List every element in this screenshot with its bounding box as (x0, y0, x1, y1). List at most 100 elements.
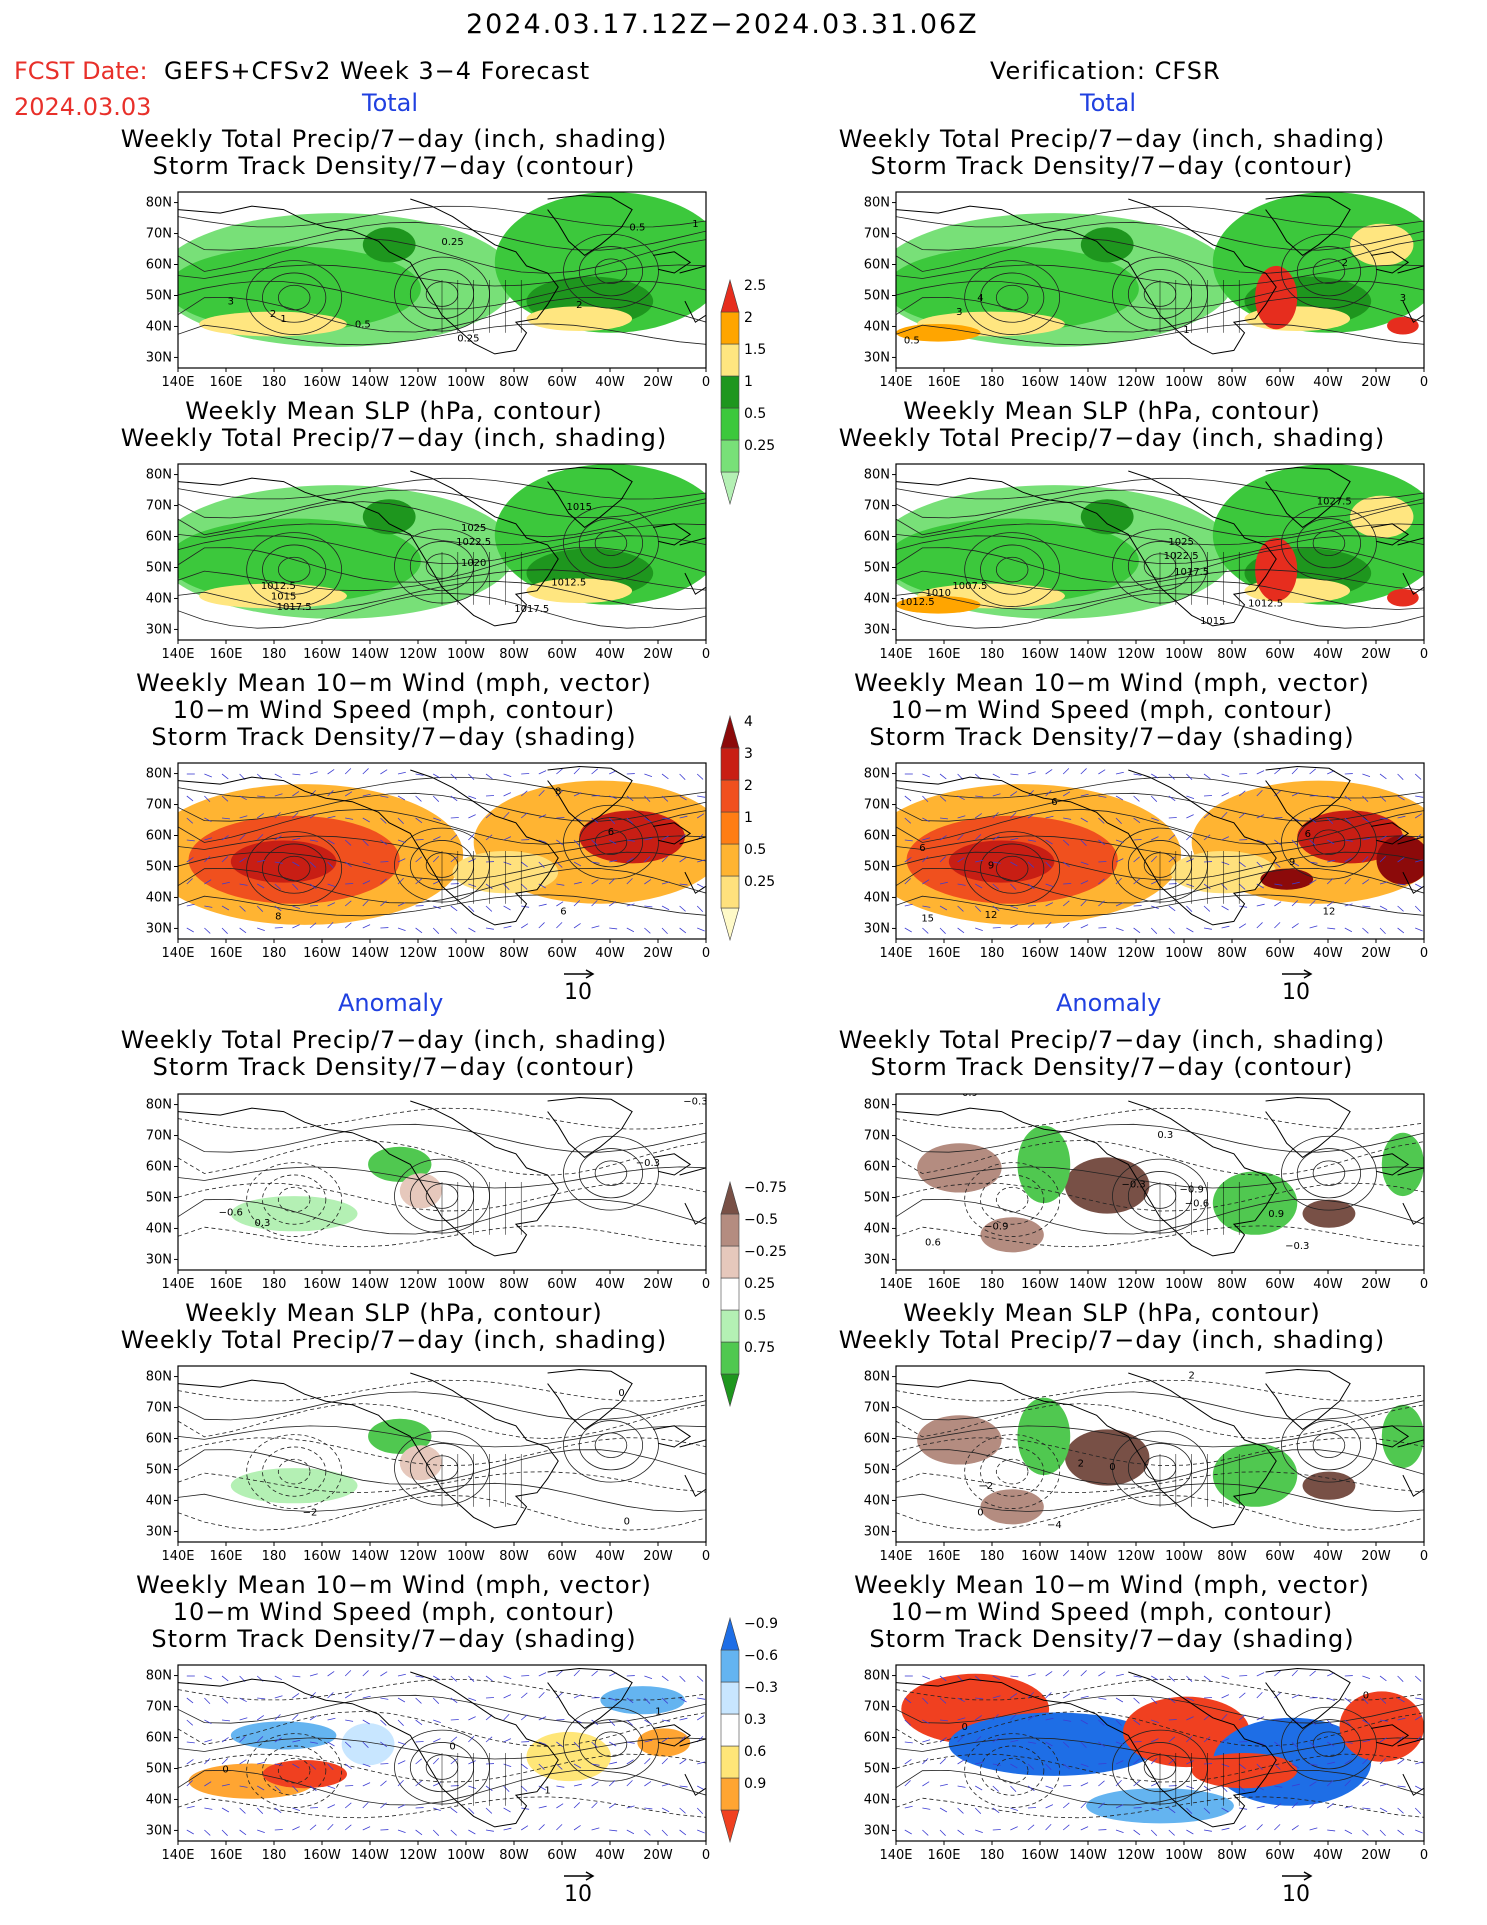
wind-vector (468, 795, 477, 799)
wind-vector (992, 1737, 1000, 1743)
wind-vector (432, 1675, 441, 1681)
wind-vector (1309, 1719, 1317, 1726)
wind-vector (256, 813, 265, 819)
lon-tick-label: 140W (1069, 946, 1107, 961)
wind-vector (661, 817, 670, 820)
wind-vector (186, 839, 195, 842)
vector-ref-right-total: 10 (1278, 968, 1318, 1005)
lat-tick-label: 40N (864, 319, 890, 334)
wind-vector (922, 817, 930, 823)
contour-line (178, 1107, 706, 1130)
contour-label: 0 (624, 1516, 630, 1527)
lat-tick-label: 60N (146, 1432, 172, 1447)
wind-vector (1344, 817, 1351, 824)
wind-vector (1414, 1715, 1423, 1721)
map-svg: −0.3 −0.3 −0.6 0.3 140E 160E 180 160W 140W 120W 10… (146, 1093, 710, 1292)
contour-label: 1017.5 (1174, 567, 1209, 578)
contour-line (896, 1425, 1424, 1448)
wind-vector (1362, 1739, 1371, 1743)
wind-vector (503, 836, 512, 841)
wind-vector (1309, 1781, 1317, 1787)
wind-vector (397, 858, 406, 863)
wind-vector (1027, 1715, 1035, 1721)
lon-tick-label: 80W (499, 1277, 529, 1292)
wind-vector (974, 834, 982, 841)
wind-vector (1362, 773, 1371, 778)
lon-tick-label: 20W (643, 1549, 673, 1564)
lon-tick-label: 160E (927, 375, 960, 390)
wind-vector (397, 795, 406, 801)
wind-vector (1344, 839, 1353, 842)
map-field: 0 1 0 1 (178, 1665, 706, 1841)
contour-line (178, 1403, 706, 1440)
wind-vector (679, 1717, 688, 1721)
wind-vector (609, 1741, 617, 1747)
wind-vector (1186, 1716, 1194, 1721)
wind-vector (922, 856, 929, 863)
wind-vector (415, 1697, 422, 1704)
wind-vector (520, 1763, 528, 1770)
wind-vector (292, 924, 300, 929)
coastline (896, 1100, 1277, 1257)
contour-label: 1 (1183, 325, 1189, 336)
wind-vector (1362, 1719, 1370, 1725)
wind-vector (1379, 817, 1388, 820)
contour-line (178, 1379, 706, 1402)
wind-vector (1327, 795, 1335, 800)
wind-vector (1115, 839, 1124, 843)
lat-tick-label: 30N (864, 1823, 890, 1838)
wind-vector (397, 927, 406, 932)
coastline (896, 769, 1277, 926)
precip-area (526, 578, 633, 604)
lon-tick-label: 160E (209, 647, 242, 662)
wind-vector (974, 1785, 983, 1791)
wind-vector (992, 1785, 999, 1792)
wind-vector (957, 883, 966, 886)
wind-vector (591, 1741, 598, 1748)
wind-vector (274, 835, 282, 841)
wind-vector (1045, 902, 1054, 907)
wind-vector (309, 1824, 317, 1831)
contour-label: 15 (921, 913, 934, 924)
lon-tick-label: 140E (879, 946, 912, 961)
lon-tick-label: 180 (980, 647, 1005, 662)
wind-vector (433, 1807, 441, 1812)
contour-line (896, 237, 1424, 274)
wind-vector (1379, 1783, 1388, 1787)
wind-vector (939, 1758, 947, 1765)
wind-vector (239, 815, 248, 819)
wind-vector (309, 813, 317, 819)
wind-vector (503, 1675, 512, 1679)
lon-tick-label: 120W (399, 1848, 437, 1863)
map-fcst-total-precip: 3 2 1 0.5 0.25 0.25 2 0.5 1 140E 160E 180 160W 140W 12… (134, 188, 722, 398)
wind-vector (1045, 815, 1054, 819)
vector-ref-right-anom: 10 (1278, 1870, 1318, 1907)
colorbar-swatch (720, 843, 740, 877)
wind-vector (397, 902, 406, 907)
wind-vector (1326, 901, 1335, 907)
contour-label: −0.6 (219, 1207, 243, 1218)
wind-vector (1256, 1763, 1263, 1770)
wind-vector (256, 1807, 264, 1814)
wind-vector (661, 795, 669, 802)
colorbar-tick-label: 0.5 (744, 1308, 766, 1324)
coastline (1371, 1153, 1410, 1176)
wind-vector (380, 1802, 387, 1809)
wind-vector (573, 881, 582, 885)
map-frame (177, 762, 707, 940)
wind-vector (1062, 922, 1070, 929)
wind-vector (992, 1714, 999, 1721)
wind-vector (397, 1804, 406, 1809)
wind-vector (904, 878, 911, 885)
coastline (178, 1372, 559, 1529)
wind-vector (362, 1741, 369, 1748)
lon-tick-label: 140W (351, 375, 389, 390)
lon-tick-label: 40W (1313, 647, 1343, 662)
wind-vector (292, 812, 299, 819)
colorbar-tick-label: 0.25 (744, 874, 775, 890)
contour-line (178, 1678, 706, 1701)
wind-vector (626, 878, 633, 885)
wind-vector (1010, 1785, 1017, 1792)
lon-tick-label: 80W (1217, 1848, 1247, 1863)
contour-label: −4 (1047, 1520, 1062, 1531)
